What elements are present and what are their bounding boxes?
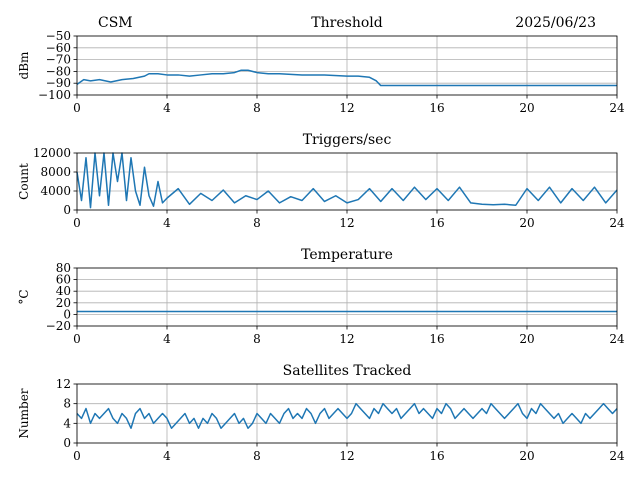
y-tick-label: 8 [63,397,71,411]
y-tick-label: 4000 [40,184,71,198]
chart-title: Threshold [311,15,382,31]
x-tick-label: 16 [429,449,444,463]
y-tick-label: −20 [46,319,71,333]
x-tick-label: 16 [429,216,444,230]
x-tick-label: 16 [429,332,444,346]
y-axis-label: Count [17,163,31,200]
x-tick-label: 8 [253,216,261,230]
x-tick-label: 0 [73,332,81,346]
x-tick-label: 4 [163,332,171,346]
y-tick-label: −60 [46,41,71,55]
x-tick-label: 24 [609,332,625,346]
series-line [76,69,617,87]
chart-title: Temperature [301,247,393,263]
y-tick-label: 0 [63,436,71,450]
y-axis-label: dBm [17,51,31,80]
x-tick-label: 20 [519,449,534,463]
x-tick-label: 24 [609,101,625,115]
x-tick-label: 4 [163,101,171,115]
y-tick-label: 4 [63,416,71,430]
y-axis-label: Number [17,388,31,438]
chart-panel-3: 0 4 8 12 16 20 24 12 8 4 0 Satellites Tracked Number [17,363,625,463]
x-tick-label: 0 [73,449,81,463]
y-tick-label: −100 [38,88,71,102]
y-tick-label: 0 [63,307,71,321]
x-tick-label: 20 [519,216,534,230]
x-tick-label: 20 [519,332,534,346]
y-tick-label: −80 [46,64,71,78]
y-tick-label: 60 [56,273,71,287]
y-tick-label: −50 [46,29,71,43]
x-tick-label: 0 [73,216,81,230]
y-tick-label: 12000 [33,146,71,160]
x-tick-label: 8 [253,449,261,463]
x-tick-label: 12 [339,216,354,230]
panels: 0 4 8 12 16 20 24 −50−60−70−80−90−100 Threshold d… [17,15,625,463]
header-right: 2025/06/23 [515,15,596,31]
y-axis-label: °C [17,289,31,304]
x-tick-label: 12 [339,101,354,115]
chart-title: Triggers/sec [303,132,392,148]
x-tick-label: 24 [609,449,625,463]
x-tick-label: 4 [163,449,171,463]
y-tick-label: 8000 [40,165,71,179]
y-tick-label: −70 [46,53,71,67]
x-tick-label: 8 [253,332,261,346]
x-tick-label: 12 [339,449,354,463]
x-tick-label: 12 [339,332,354,346]
y-tick-label: 40 [56,284,71,298]
x-tick-label: 16 [429,101,444,115]
y-tick-label: 0 [63,203,71,217]
x-tick-label: 8 [253,101,261,115]
chart-panel-1: 0 4 8 12 16 20 24 12000 8000 4000 0 Triggers/sec Cou… [17,132,625,230]
x-tick-label: 24 [609,216,625,230]
y-tick-label: 12 [56,377,71,391]
y-tick-label: 20 [56,296,71,310]
y-tick-label: 80 [56,261,71,275]
header-left: CSM [98,15,133,31]
x-tick-label: 4 [163,216,171,230]
series-line [76,402,618,429]
x-tick-label: 0 [73,101,81,115]
y-tick-label: −90 [46,76,71,90]
x-tick-label: 20 [519,101,534,115]
chart-panel-0: 0 4 8 12 16 20 24 −50−60−70−80−90−100 Threshold d… [17,15,625,115]
chart-title: Satellites Tracked [283,363,412,379]
